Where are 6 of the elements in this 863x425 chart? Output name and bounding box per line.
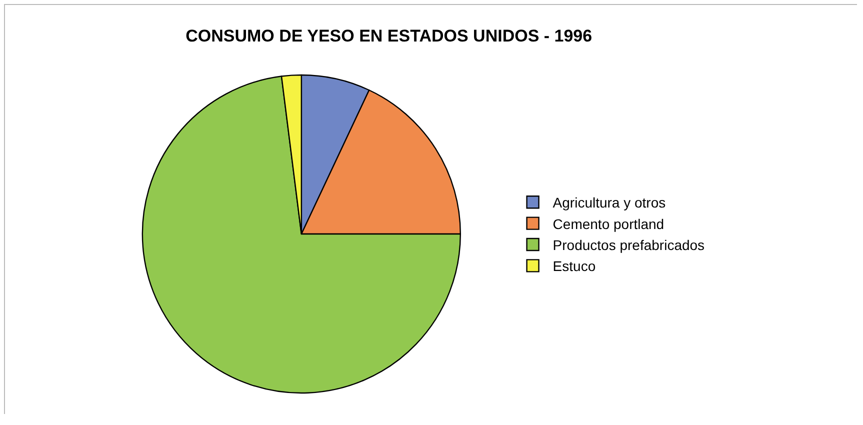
legend-label: Productos prefabricados xyxy=(552,236,705,253)
legend-label: Agricultura y otros xyxy=(552,194,666,211)
chart-title: CONSUMO DE YESO EN ESTADOS UNIDOS - 1996 xyxy=(186,26,592,46)
legend-label: Estuco xyxy=(552,258,596,274)
pie-slice xyxy=(142,76,462,394)
legend-label: Cemento portland xyxy=(552,216,664,232)
